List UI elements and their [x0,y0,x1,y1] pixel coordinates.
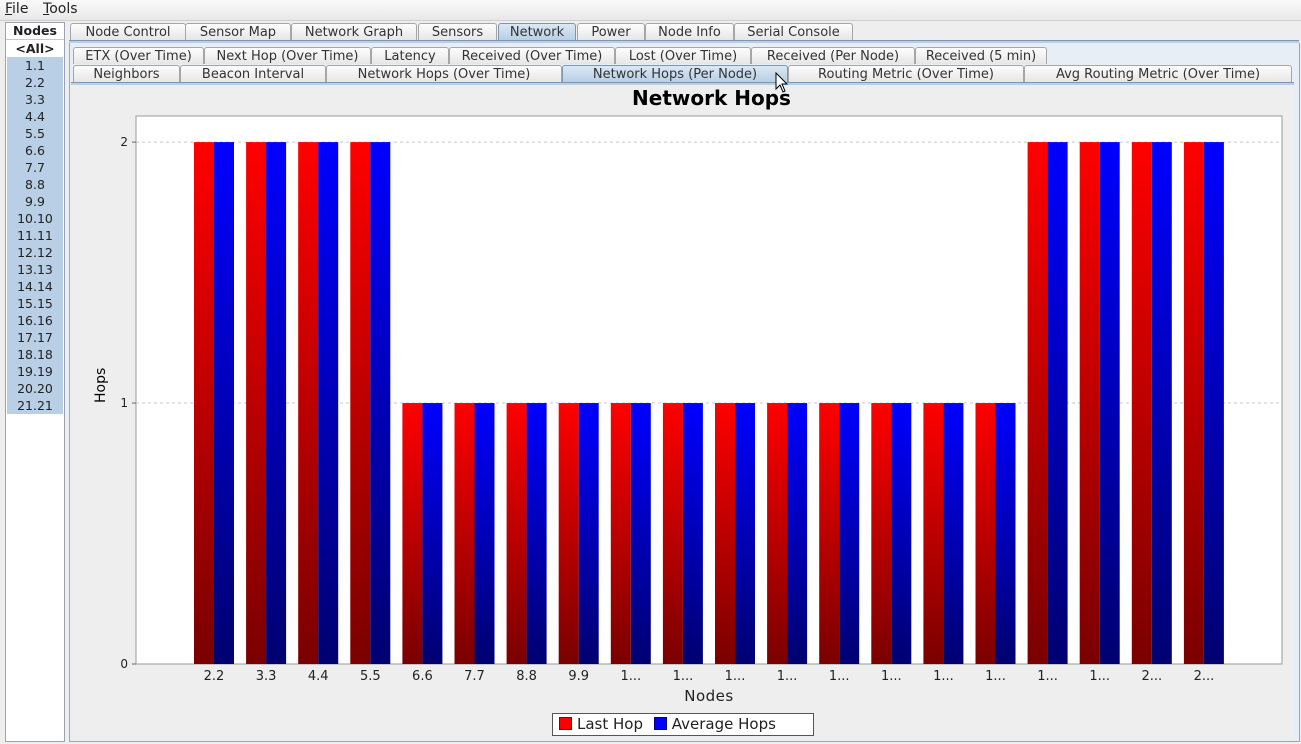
tab-power[interactable]: Power [577,23,645,40]
subtab-beacon-interval[interactable]: Beacon Interval [180,65,326,82]
legend-swatch-last-hop [559,717,572,730]
chart-title: Network Hops [632,86,791,110]
menubar: File Tools [0,0,1301,21]
node-list-item[interactable]: 8.8 [7,176,63,193]
tab-sensor-map[interactable]: Sensor Map [185,23,291,40]
tab-network-graph[interactable]: Network Graph [291,23,417,40]
subtab-next-hop-over-time[interactable]: Next Hop (Over Time) [204,47,371,64]
node-list-item[interactable]: 21.21 [7,397,63,414]
x-axis-label: Nodes [684,687,734,705]
subtab-network-hops-over-time[interactable]: Network Hops (Over Time) [326,65,562,82]
tab-serial-console[interactable]: Serial Console [734,23,853,40]
sub-tab-strip [71,82,1294,85]
subtab-avg-routing-metric-over-time[interactable]: Avg Routing Metric (Over Time) [1024,65,1292,82]
subtab-received-per-node[interactable]: Received (Per Node) [751,47,915,64]
node-list-item[interactable]: 13.13 [7,261,63,278]
node-list-item[interactable]: 17.17 [7,329,63,346]
nodes-header: Nodes [6,23,64,40]
subtab-lost-over-time[interactable]: Lost (Over Time) [615,47,751,64]
tab-network[interactable]: Network [498,23,576,40]
chart-panel [72,85,1294,739]
node-list-item[interactable]: 9.9 [7,193,63,210]
node-list-item[interactable]: 3.3 [7,91,63,108]
node-list-item[interactable]: 10.10 [7,210,63,227]
node-list-item[interactable]: 18.18 [7,346,63,363]
subtab-latency[interactable]: Latency [371,47,449,64]
subtab-network-hops-per-node[interactable]: Network Hops (Per Node) [562,65,788,82]
legend-swatch-average-hops [653,717,667,730]
subtab-neighbors[interactable]: Neighbors [73,65,180,82]
legend-average-hops: Average Hops [671,715,776,733]
node-list-item[interactable]: 16.16 [7,312,63,329]
subtab-received-over-time[interactable]: Received (Over Time) [449,47,615,64]
node-list-item[interactable]: 19.19 [7,363,63,380]
mouse-cursor-icon [775,72,789,93]
tab-node-control[interactable]: Node Control [70,23,186,40]
node-list-item[interactable]: 6.6 [7,142,63,159]
tab-node-info[interactable]: Node Info [645,23,734,40]
node-list-item[interactable]: 20.20 [7,380,63,397]
subtab-etx-over-time[interactable]: ETX (Over Time) [73,47,204,64]
node-list-item[interactable]: 2.2 [7,74,63,91]
node-list-item[interactable]: 5.5 [7,125,63,142]
node-list-item[interactable]: 15.15 [7,295,63,312]
node-list-item[interactable]: 7.7 [7,159,63,176]
node-list-item[interactable]: 14.14 [7,278,63,295]
nodes-panel: Nodes <All> 1.1 2.2 3.3 4.4 5.5 6.6 7.7 8.8 9.9 10… [5,22,65,742]
legend: Last Hop Average Hops [552,713,814,736]
legend-last-hop: Last Hop [577,715,643,733]
node-list-item[interactable]: 12.12 [7,244,63,261]
nodes-list[interactable]: <All> 1.1 2.2 3.3 4.4 5.5 6.6 7.7 8.8 9.9 10.10 11.… [7,40,63,414]
node-list-item[interactable]: 11.11 [7,227,63,244]
tools-menu[interactable]: Tools [43,1,78,17]
y-axis-label: Hops [93,367,109,403]
tab-sensors[interactable]: Sensors [418,23,497,40]
subtab-received-5-min[interactable]: Received (5 min) [915,47,1047,64]
subtab-routing-metric-over-time[interactable]: Routing Metric (Over Time) [788,65,1024,82]
main-tab-strip [69,40,1299,44]
file-menu[interactable]: File [5,1,29,17]
node-list-item[interactable]: 4.4 [7,108,63,125]
node-list-item[interactable]: 1.1 [7,57,63,74]
node-list-item[interactable]: <All> [7,40,63,57]
